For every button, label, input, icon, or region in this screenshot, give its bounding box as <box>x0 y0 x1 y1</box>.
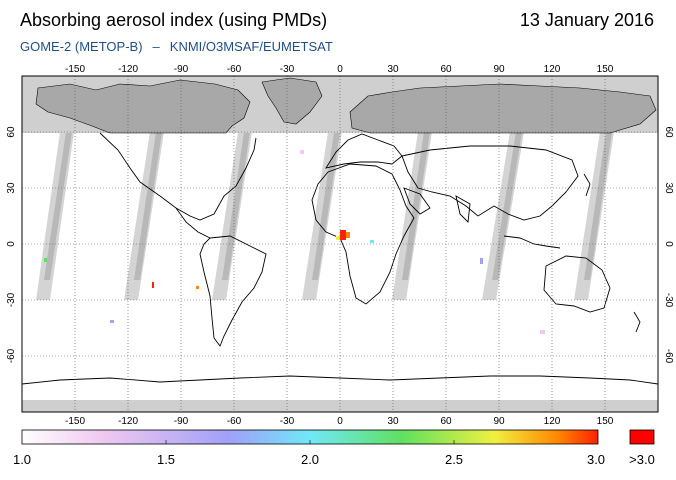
lon-tick: -120 <box>118 416 138 427</box>
south-america-outline <box>199 235 267 347</box>
lon-tick: 60 <box>440 416 452 427</box>
lon-tick: -60 <box>227 64 242 75</box>
colorbar-label: 1.0 <box>12 452 32 467</box>
lon-tick: -150 <box>65 416 85 427</box>
africa-outline <box>311 163 415 305</box>
colorbar-label: 2.0 <box>300 452 320 467</box>
colorbar-overflow-swatch <box>629 429 655 445</box>
colorbar-ticks <box>165 440 455 444</box>
aerosol-pixels <box>44 150 545 334</box>
instrument-label: GOME-2 (METOP-B) <box>20 39 143 54</box>
lon-tick: 0 <box>337 64 343 75</box>
lon-ticks-top: -150 -120 -90 -60 -30 0 30 60 90 120 150 <box>65 64 614 75</box>
lat-tick: -60 <box>663 349 674 364</box>
subtitle-separator: – <box>152 39 160 54</box>
lon-tick: 30 <box>387 416 399 427</box>
lon-tick: 0 <box>337 416 343 427</box>
lat-ticks-left: 60 30 0 -30 -60 <box>6 126 17 363</box>
lon-tick: 60 <box>440 64 452 75</box>
lat-tick: 60 <box>6 126 17 138</box>
coastlines <box>22 132 658 385</box>
lon-tick: -30 <box>280 64 295 75</box>
map-title: Absorbing aerosol index (using PMDs) <box>20 10 328 30</box>
europe-outline <box>325 133 403 169</box>
lon-tick: 90 <box>493 64 505 75</box>
north-america-outline <box>99 132 257 221</box>
lon-tick: -60 <box>227 416 242 427</box>
asia-outline <box>401 145 579 221</box>
colorbar-label: 3.0 <box>586 452 606 467</box>
lon-tick: -150 <box>65 64 85 75</box>
lat-tick: 0 <box>6 241 17 247</box>
lon-tick: 120 <box>544 416 561 427</box>
map-frame <box>21 75 659 413</box>
map-date: 13 January 2016 <box>519 10 654 30</box>
lat-tick: 0 <box>663 241 674 247</box>
lon-tick: -90 <box>174 64 189 75</box>
lat-tick: -30 <box>6 292 17 307</box>
lon-tick: -90 <box>174 416 189 427</box>
lat-tick: -30 <box>663 293 674 308</box>
lon-tick: 120 <box>544 64 561 75</box>
colorbar-overflow-label: >3.0 <box>629 452 655 467</box>
lat-tick: 30 <box>6 182 17 194</box>
lat-ticks-right: 60 30 0 -30 -60 <box>663 126 674 363</box>
lon-tick: 90 <box>493 416 505 427</box>
lon-tick: -120 <box>118 64 138 75</box>
map-subtitle: GOME-2 (METOP-B) – KNMI/O3MSAF/EUMETSAT <box>20 39 343 54</box>
colorbar-label: 2.5 <box>444 452 464 467</box>
lat-tick: -60 <box>6 348 17 363</box>
lat-tick: 30 <box>663 182 674 194</box>
lon-ticks-bottom: -150 -120 -90 -60 -30 0 30 60 90 120 150 <box>65 416 614 427</box>
lon-tick: 150 <box>597 64 614 75</box>
colorbar-label: 1.5 <box>156 452 176 467</box>
graticule <box>22 76 658 412</box>
lon-tick: 150 <box>597 416 614 427</box>
northern-land-shading <box>35 77 657 134</box>
australia-outline <box>543 255 611 313</box>
lat-tick: 60 <box>663 126 674 138</box>
source-label: KNMI/O3MSAF/EUMETSAT <box>169 39 333 54</box>
lon-tick: 30 <box>387 64 399 75</box>
antarctica-outline <box>22 375 658 385</box>
lon-tick: -30 <box>280 416 295 427</box>
